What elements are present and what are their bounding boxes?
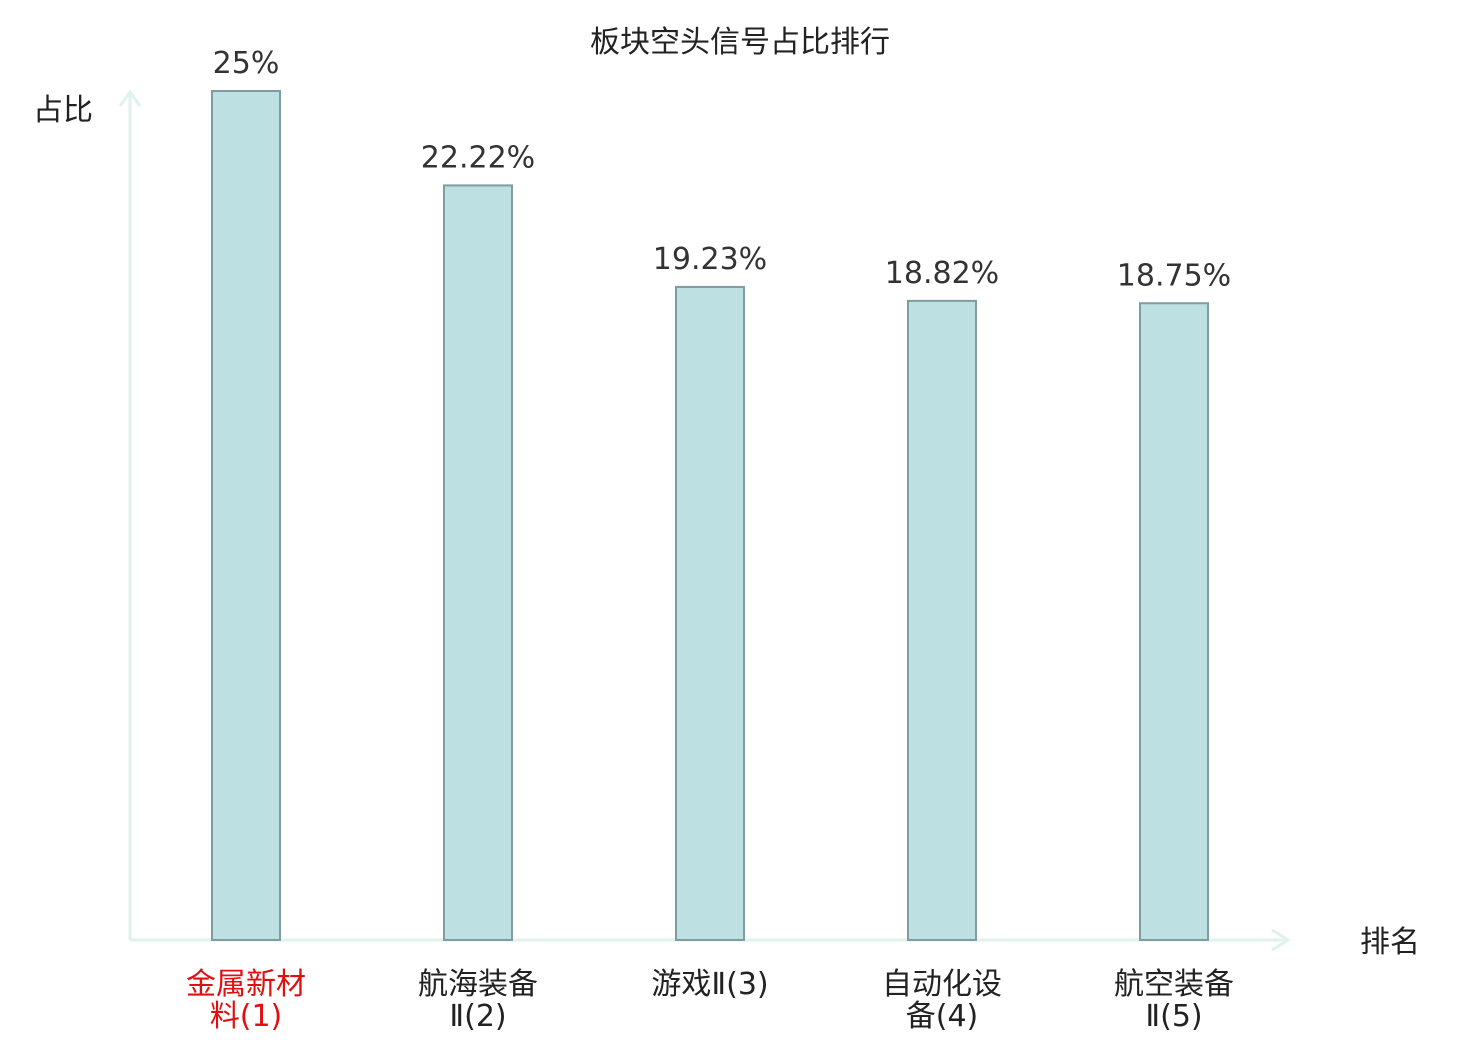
value-label-5: 18.75%: [1117, 258, 1231, 293]
value-label-2: 22.22%: [421, 140, 535, 175]
y-axis-arrow: [118, 89, 142, 107]
bar-2: [443, 184, 513, 941]
category-label-1-line-1: 金属新材: [186, 967, 306, 1002]
category-label-2-line-1: 航海装备: [418, 967, 538, 1002]
y-axis-label: 占比: [33, 93, 93, 128]
value-label-3: 19.23%: [653, 242, 767, 277]
category-label-3: 游戏Ⅱ(3): [651, 967, 768, 1002]
category-label-5-line-2: Ⅱ(5): [1145, 999, 1202, 1034]
category-label-5-line-1: 航空装备: [1114, 967, 1234, 1002]
x-axis-label: 排名: [1360, 925, 1420, 960]
value-label-4: 18.82%: [885, 256, 999, 291]
bars-group: [211, 90, 1209, 941]
value-labels-group: 25% 22.22% 19.23% 18.82% 18.75%: [213, 46, 1232, 293]
category-label-2-line-2: Ⅱ(2): [449, 999, 506, 1034]
category-label-1-line-2: 料(1): [210, 999, 283, 1034]
bar-5: [1139, 302, 1209, 941]
category-label-4-line-2: 备(4): [906, 999, 979, 1034]
x-axis-arrow: [1271, 928, 1291, 952]
value-label-1: 25%: [213, 46, 280, 81]
bar-3: [675, 285, 745, 941]
chart-title: 板块空头信号占比排行: [590, 25, 890, 60]
category-label-4-line-1: 自动化设: [882, 967, 1002, 1002]
bar-1: [211, 90, 281, 941]
bar-4: [907, 299, 977, 941]
